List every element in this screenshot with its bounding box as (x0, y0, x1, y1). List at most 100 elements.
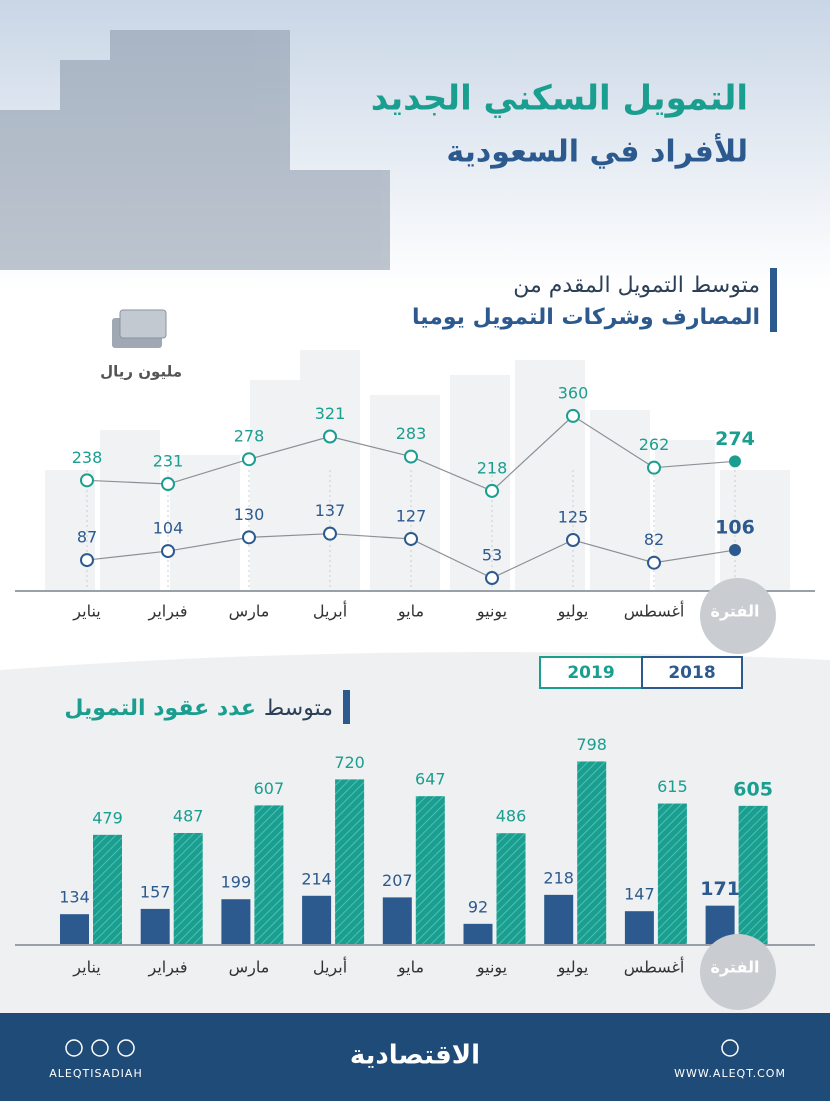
marker (566, 533, 580, 547)
x-tick-label: الفترة (711, 958, 760, 977)
marker (80, 473, 94, 488)
x-tick-label: أغسطس (624, 957, 685, 978)
bar (657, 803, 687, 945)
bar (173, 832, 203, 945)
x-tick-label: أبريل (313, 957, 347, 978)
title: للأفراد في السعودية (446, 133, 748, 170)
data-label: 130 (234, 505, 265, 524)
marker (161, 477, 175, 492)
data-label: 104 (153, 519, 184, 538)
x-tick-label: الفترة (711, 602, 760, 621)
data-label: 487 (173, 806, 204, 825)
period-highlight (700, 578, 776, 654)
social-handle: ALEQTISADIAH (49, 1067, 142, 1080)
bar (221, 899, 251, 945)
chart-title: عدد عقود التمويل (64, 696, 256, 721)
x-tick-label: فبراير (147, 958, 187, 978)
data-label: 171 (700, 878, 740, 900)
bar (544, 894, 574, 945)
data-label: 615 (657, 777, 688, 796)
x-tick-label: مايو (397, 602, 424, 622)
x-tick-label: مارس (229, 602, 270, 622)
x-tick-label: مارس (229, 958, 270, 978)
marker (404, 531, 418, 546)
x-tick-label: يوليو (557, 602, 589, 622)
x-tick-label: يونيو (476, 602, 507, 622)
x-tick-label: فبراير (147, 602, 187, 622)
data-label: 605 (733, 778, 773, 800)
bar (254, 805, 284, 945)
bar (738, 805, 768, 945)
footer (0, 1013, 830, 1101)
data-label: 137 (315, 501, 346, 520)
title-bar (770, 268, 777, 332)
bar (624, 911, 654, 945)
legend-box (539, 656, 643, 689)
data-label: 278 (234, 427, 265, 446)
bar (60, 914, 89, 945)
marker (161, 544, 175, 559)
unit-label: مليون ريال (100, 363, 182, 381)
bar (415, 796, 445, 945)
legend-entry: 2018 (668, 663, 715, 683)
data-label: 274 (715, 428, 755, 450)
legend-entry: 2019 (567, 663, 614, 683)
data-label: 125 (558, 508, 589, 527)
marker (566, 408, 580, 423)
marker (323, 526, 337, 541)
data-label: 262 (639, 435, 670, 454)
x-tick-label: مايو (397, 958, 424, 978)
data-label: 647 (415, 770, 446, 789)
data-label: 218 (543, 868, 574, 887)
data-label: 218 (477, 458, 508, 477)
data-label: 214 (301, 869, 332, 888)
x-tick-label: أبريل (313, 601, 347, 622)
bar (93, 834, 122, 945)
data-label: 360 (558, 383, 589, 402)
data-label: 231 (153, 452, 184, 471)
x-tick-label: يوليو (557, 958, 589, 978)
data-label: 87 (77, 528, 97, 547)
data-label: 106 (715, 517, 755, 539)
bar (335, 779, 365, 945)
data-label: 321 (315, 404, 346, 423)
x-tick-label: يناير (72, 958, 100, 978)
data-label: 134 (59, 888, 90, 907)
bar (577, 761, 607, 945)
data-label: 157 (140, 882, 171, 901)
marker (485, 483, 499, 498)
data-label: 283 (396, 424, 427, 443)
marker (242, 530, 256, 545)
marker (647, 555, 661, 570)
title-bar (343, 690, 350, 724)
bar (140, 908, 170, 945)
money-icon (112, 309, 167, 348)
chart-title: المصارف وشركات التمويل يوميا (412, 305, 760, 330)
data-label: 82 (644, 530, 664, 549)
data-label: 199 (221, 873, 252, 892)
data-label: 127 (396, 506, 427, 525)
marker (647, 460, 661, 475)
marker (242, 452, 256, 467)
marker (729, 544, 741, 557)
data-label: 798 (576, 735, 607, 754)
bar (463, 923, 493, 945)
data-label: 479 (92, 808, 123, 827)
marker (729, 455, 741, 468)
social-icons (65, 1039, 739, 1057)
marker (80, 553, 94, 568)
data-label: 486 (496, 807, 527, 826)
chart-title: متوسط التمويل المقدم من (513, 273, 760, 298)
data-label: 207 (382, 871, 413, 890)
data-label: 238 (72, 448, 103, 467)
legend-box (641, 656, 743, 689)
city-silhouette (45, 350, 790, 591)
brand: الاقتصادية (350, 1041, 480, 1071)
data-label: 720 (334, 753, 365, 772)
bar (382, 897, 412, 945)
x-tick-label: يناير (72, 602, 100, 622)
data-label: 92 (468, 897, 488, 916)
data-label: 607 (254, 779, 285, 798)
bar (302, 895, 332, 945)
